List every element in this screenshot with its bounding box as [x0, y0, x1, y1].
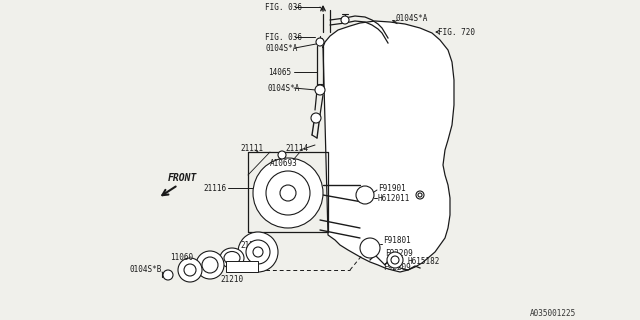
Text: 21114: 21114 — [285, 143, 308, 153]
Ellipse shape — [224, 252, 240, 265]
Text: H615182: H615182 — [408, 258, 440, 267]
Circle shape — [416, 191, 424, 199]
Circle shape — [196, 251, 224, 279]
Circle shape — [253, 158, 323, 228]
Text: H612011: H612011 — [378, 194, 410, 203]
Text: A10693: A10693 — [270, 158, 298, 167]
Circle shape — [266, 171, 310, 215]
Text: F91901: F91901 — [378, 183, 406, 193]
Text: FIG. 720: FIG. 720 — [438, 28, 475, 36]
Text: F91801: F91801 — [383, 236, 411, 244]
FancyBboxPatch shape — [226, 261, 258, 272]
Circle shape — [387, 252, 403, 268]
Circle shape — [163, 270, 173, 280]
Text: 0104S*B: 0104S*B — [130, 266, 163, 275]
Circle shape — [184, 264, 196, 276]
Text: 21210: 21210 — [220, 276, 243, 284]
Text: A035001225: A035001225 — [530, 308, 576, 317]
Text: 21116: 21116 — [203, 183, 226, 193]
Polygon shape — [323, 21, 454, 272]
Circle shape — [238, 232, 278, 272]
Text: 11060: 11060 — [170, 253, 193, 262]
Text: FRONT: FRONT — [168, 173, 197, 183]
Text: F92209: F92209 — [383, 263, 411, 273]
Circle shape — [391, 256, 399, 264]
Text: 0104S*A: 0104S*A — [268, 84, 300, 92]
Circle shape — [316, 38, 324, 46]
Circle shape — [178, 258, 202, 282]
Circle shape — [360, 238, 380, 258]
Text: 21111: 21111 — [240, 143, 263, 153]
Circle shape — [202, 257, 218, 273]
Circle shape — [315, 85, 325, 95]
Text: 14065: 14065 — [268, 68, 291, 76]
Circle shape — [418, 193, 422, 197]
Text: F92209: F92209 — [385, 249, 413, 258]
Text: 21236: 21236 — [229, 262, 252, 271]
Circle shape — [356, 186, 374, 204]
Circle shape — [341, 16, 349, 24]
Circle shape — [311, 113, 321, 123]
Text: FIG. 036: FIG. 036 — [265, 3, 302, 12]
Text: 0104S*A: 0104S*A — [265, 44, 298, 52]
Circle shape — [280, 185, 296, 201]
Ellipse shape — [220, 248, 244, 268]
Text: 21200: 21200 — [240, 241, 263, 250]
Text: 0104S*A: 0104S*A — [395, 13, 428, 22]
Text: FIG. 036: FIG. 036 — [265, 33, 302, 42]
Circle shape — [246, 240, 270, 264]
Circle shape — [278, 151, 286, 159]
Text: 21236: 21236 — [228, 262, 251, 271]
Circle shape — [253, 247, 263, 257]
